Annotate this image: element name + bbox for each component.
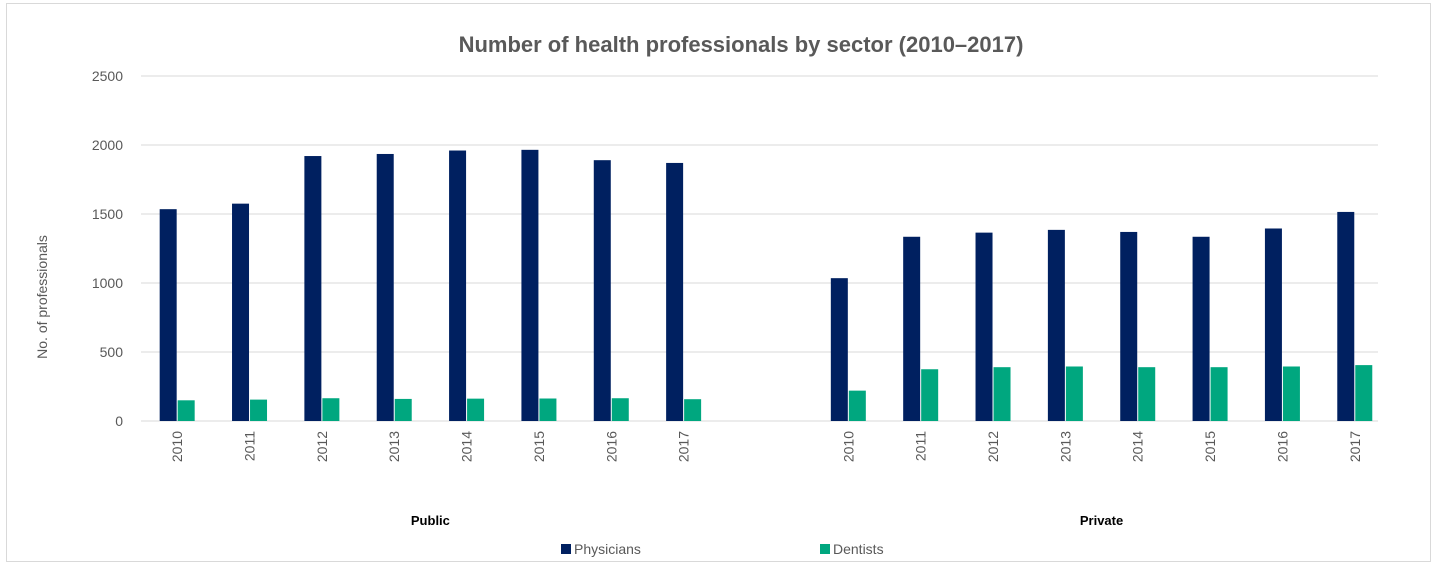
bars — [159, 149, 1373, 422]
bar-private-dentists-2013 — [1065, 366, 1083, 421]
legend-label-physicians: Physicians — [574, 541, 641, 557]
bar-private-dentists-2012 — [993, 367, 1011, 421]
x-tick-label: 2016 — [1274, 431, 1290, 462]
bar-public-physicians-2013 — [376, 153, 394, 421]
x-tick-label: 2015 — [531, 431, 547, 462]
legend-label-dentists: Dentists — [833, 541, 884, 557]
bar-private-physicians-2010 — [830, 278, 848, 421]
legend-swatch-physicians — [561, 544, 571, 554]
x-tick-label: 2011 — [913, 431, 929, 461]
x-tick-label: 2014 — [459, 431, 475, 462]
bar-public-dentists-2015 — [539, 398, 557, 421]
x-tick-label: 2016 — [603, 431, 619, 462]
chart-title: Number of health professionals by sector… — [459, 32, 1024, 57]
x-tick-label: 2012 — [985, 431, 1001, 462]
bar-public-physicians-2015 — [521, 149, 539, 421]
y-tick-label: 2000 — [92, 137, 123, 153]
bar-public-dentists-2013 — [394, 398, 412, 421]
bar-private-physicians-2013 — [1047, 229, 1065, 421]
bar-public-dentists-2017 — [684, 399, 702, 421]
x-tick-label: 2015 — [1202, 431, 1218, 462]
bar-private-physicians-2011 — [903, 236, 921, 421]
x-tick-label: 2017 — [1347, 431, 1363, 462]
x-tick-label: 2017 — [676, 431, 692, 462]
y-tick-label: 2500 — [92, 68, 123, 84]
group-label-private: Private — [1080, 513, 1123, 528]
bar-private-physicians-2017 — [1337, 211, 1355, 421]
y-tick-labels: 0 500 1000 1500 2000 2500 — [92, 68, 123, 429]
y-tick-label: 500 — [100, 344, 124, 360]
bar-public-physicians-2010 — [159, 209, 177, 421]
x-tick-label: 2010 — [169, 431, 185, 462]
y-axis-label: No. of professionals — [34, 235, 50, 359]
bar-private-physicians-2015 — [1192, 236, 1210, 421]
legend-swatch-dentists — [820, 544, 830, 554]
bar-public-dentists-2010 — [177, 400, 195, 421]
x-tick-labels: 2010 2011 2012 2013 2014 2015 2016 2017 2010 2011… — [169, 431, 1363, 462]
x-tick-label: 2010 — [840, 431, 856, 462]
bar-private-dentists-2014 — [1138, 367, 1156, 421]
bar-private-physicians-2012 — [975, 232, 993, 421]
x-tick-label: 2012 — [314, 431, 330, 462]
group-labels: Public Private — [411, 513, 1123, 528]
bar-private-dentists-2016 — [1282, 366, 1300, 421]
bar-private-dentists-2010 — [848, 390, 866, 421]
group-label-public: Public — [411, 513, 450, 528]
bar-public-dentists-2011 — [250, 399, 268, 421]
y-tick-label: 1000 — [92, 275, 123, 291]
bar-public-dentists-2014 — [467, 398, 485, 421]
bar-public-dentists-2016 — [611, 398, 629, 421]
x-tick-label: 2011 — [242, 431, 258, 461]
gridlines — [141, 75, 1378, 422]
x-tick-label: 2013 — [386, 431, 402, 462]
bar-private-dentists-2011 — [921, 369, 939, 421]
bar-public-physicians-2016 — [593, 160, 611, 421]
bar-public-physicians-2012 — [304, 156, 322, 422]
bar-public-dentists-2012 — [322, 398, 340, 421]
bar-public-physicians-2017 — [666, 162, 684, 421]
bar-private-dentists-2015 — [1210, 367, 1228, 421]
legend: Physicians Dentists — [561, 541, 884, 557]
bar-private-physicians-2016 — [1264, 228, 1282, 421]
x-tick-label: 2013 — [1057, 431, 1073, 462]
x-tick-label: 2014 — [1130, 431, 1146, 462]
bar-private-physicians-2014 — [1120, 231, 1138, 421]
bar-private-dentists-2017 — [1355, 365, 1373, 421]
y-tick-label: 0 — [115, 413, 123, 429]
bar-public-physicians-2011 — [232, 203, 250, 421]
bar-public-physicians-2014 — [449, 150, 467, 421]
y-tick-label: 1500 — [92, 206, 123, 222]
